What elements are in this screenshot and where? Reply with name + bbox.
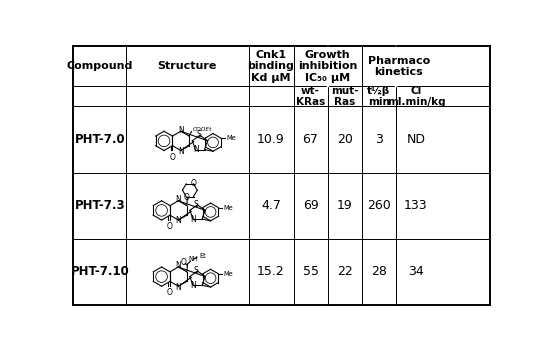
Text: Cnk1
binding
Kd μM: Cnk1 binding Kd μM <box>248 50 294 83</box>
Text: mut-
Ras: mut- Ras <box>331 86 359 107</box>
Text: Cl
ml.min/kg: Cl ml.min/kg <box>387 86 446 107</box>
Text: O: O <box>167 288 173 298</box>
Text: N: N <box>191 281 196 290</box>
Text: Structure: Structure <box>158 61 217 71</box>
Text: 19: 19 <box>337 199 353 212</box>
Text: wt-
KRas: wt- KRas <box>296 86 325 107</box>
Text: 4.7: 4.7 <box>261 199 281 212</box>
Text: N: N <box>175 216 182 225</box>
Text: N: N <box>178 126 184 135</box>
Text: 20: 20 <box>337 133 353 146</box>
Text: t½β
min: t½β min <box>367 86 390 107</box>
Text: N: N <box>191 215 196 224</box>
Text: NH: NH <box>188 256 198 262</box>
Text: S: S <box>196 130 201 139</box>
Text: O: O <box>181 258 186 267</box>
Text: 55: 55 <box>302 266 318 278</box>
Text: 34: 34 <box>408 266 424 278</box>
Text: N: N <box>193 145 199 154</box>
Text: O: O <box>191 179 196 188</box>
Text: Pharmaco
kinetics: Pharmaco kinetics <box>368 56 430 77</box>
Text: N: N <box>178 147 184 156</box>
Text: PHT-7.0: PHT-7.0 <box>74 133 125 146</box>
Text: S: S <box>194 266 199 275</box>
Text: 28: 28 <box>371 266 387 278</box>
Text: 133: 133 <box>404 199 428 212</box>
Text: 22: 22 <box>337 266 353 278</box>
Text: N: N <box>175 283 182 292</box>
Text: S: S <box>194 199 199 208</box>
Text: 260: 260 <box>367 199 390 212</box>
Text: Growth
inhibition
IC₅₀ μM: Growth inhibition IC₅₀ μM <box>298 50 358 83</box>
Text: N: N <box>175 195 182 204</box>
Text: ND: ND <box>406 133 426 146</box>
Text: N: N <box>175 261 182 270</box>
Text: 69: 69 <box>302 199 318 212</box>
Text: 67: 67 <box>302 133 318 146</box>
Text: Me: Me <box>224 271 233 277</box>
Text: PHT-7.3: PHT-7.3 <box>74 199 125 212</box>
Text: O: O <box>167 222 173 231</box>
Text: O: O <box>183 193 189 202</box>
Text: Et: Et <box>199 253 206 259</box>
Text: Compound: Compound <box>67 61 133 71</box>
Text: Me: Me <box>224 205 233 211</box>
Text: COOEt: COOEt <box>193 127 212 132</box>
Text: 10.9: 10.9 <box>257 133 285 146</box>
Text: Me: Me <box>226 135 236 141</box>
Text: 3: 3 <box>375 133 383 146</box>
Text: 15.2: 15.2 <box>257 266 285 278</box>
Text: PHT-7.10: PHT-7.10 <box>70 266 129 278</box>
Text: O: O <box>169 153 175 161</box>
